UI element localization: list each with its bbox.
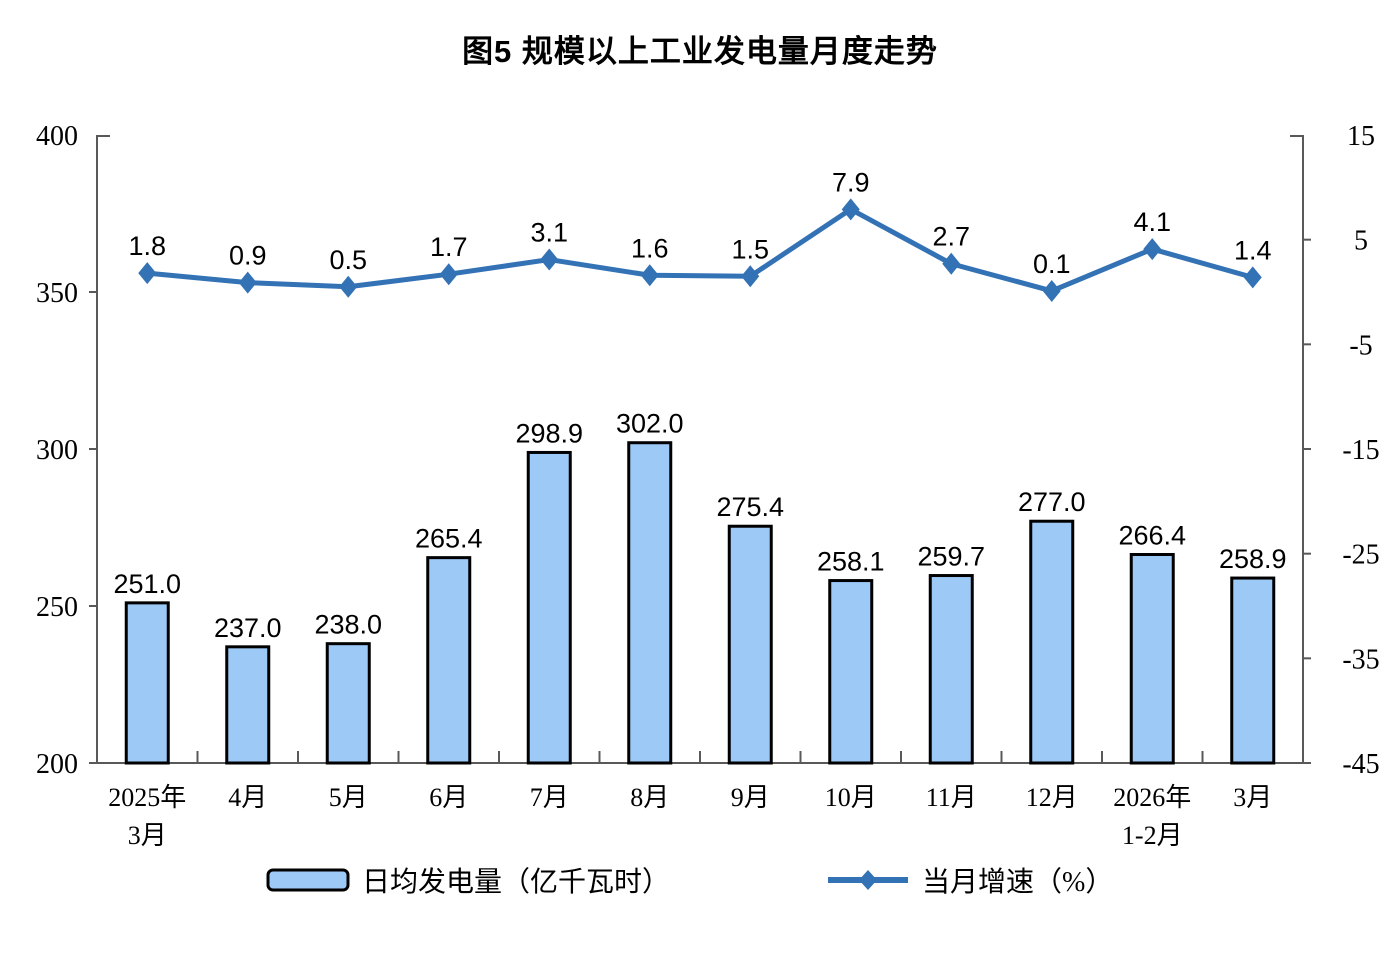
bar-value-label: 258.9	[1219, 544, 1287, 574]
line-series-label: 当月增速（%）	[922, 867, 1114, 898]
line-value-label: 0.9	[229, 241, 267, 271]
bar	[1029, 519, 1075, 765]
y-axis-right-tick-label: -15	[1342, 435, 1379, 466]
line-series: 1.8 0.9 0.5 1.7 3.1 1.6 1.5 7.9 2.7 0.1 4.1 1.4	[128, 167, 1272, 302]
line-marker	[1042, 279, 1061, 302]
line-marker	[841, 198, 860, 221]
bar-value-label: 259.7	[917, 542, 985, 572]
x-axis-category-label: 8月	[630, 783, 669, 812]
bar	[426, 556, 472, 765]
bar	[526, 450, 572, 765]
line-marker	[238, 271, 257, 294]
bar-value-label: 266.4	[1118, 521, 1186, 551]
bar	[1230, 576, 1276, 765]
line-value-label: 1.6	[631, 233, 669, 263]
x-axis-category-label: 3月	[1233, 783, 1272, 812]
y-axis-left-tick-label: 250	[36, 592, 78, 623]
bar-value-label: 238.0	[314, 610, 382, 640]
bar-value-label: 258.1	[817, 547, 885, 577]
bar	[828, 579, 874, 765]
bar	[225, 645, 271, 765]
line-marker	[339, 275, 358, 298]
line-value-label: 0.1	[1033, 249, 1071, 279]
growth-line	[144, 206, 1256, 294]
bar	[928, 574, 974, 765]
line-marker	[942, 252, 961, 275]
chart-title: 图5 规模以上工业发电量月度走势	[462, 34, 938, 69]
x-axis-category-label: 1-2月	[1122, 821, 1183, 850]
x-axis-category-label: 4月	[228, 783, 267, 812]
y-axis-left-tick-label: 350	[36, 278, 78, 309]
bar-value-label: 302.0	[616, 409, 684, 439]
line-value-label: 3.1	[530, 218, 568, 248]
legend-item-bar-series: 日均发电量（亿千瓦时）	[266, 862, 670, 898]
line-marker	[741, 265, 760, 288]
line-value-label: 4.1	[1133, 207, 1171, 237]
line-value-label: 1.8	[128, 231, 166, 261]
y-axis-left-tick-label: 300	[36, 435, 78, 466]
line-value-label: 1.7	[430, 232, 468, 262]
y-axis-right-tick-label: -25	[1342, 540, 1379, 571]
bar	[124, 601, 170, 765]
axes: 200 250 300 350 400 -45 -35 -25 -15 -5 5 15	[36, 121, 1380, 780]
line-value-label: 7.9	[832, 167, 870, 197]
line-value-label: 0.5	[329, 245, 367, 275]
line-marker	[439, 263, 458, 286]
bar-value-label: 298.9	[515, 418, 583, 448]
bar	[325, 642, 371, 765]
y-axis-right-tick-label: 15	[1347, 121, 1375, 152]
bar-value-label: 275.4	[716, 492, 784, 522]
x-axis-category-label: 11月	[926, 783, 977, 812]
bar-series-label: 日均发电量（亿千瓦时）	[362, 867, 671, 898]
x-axis-category-label: 2025年	[108, 783, 186, 812]
x-axis-category-label: 9月	[731, 783, 770, 812]
y-axis-left-tick-label: 200	[36, 749, 78, 780]
bar-series: 251.0 237.0 238.0 265.4 298.9 302.0 275.4 258.1…	[113, 409, 1287, 765]
x-axis-category-label: 6月	[429, 783, 468, 812]
y-axis-right-tick-label: -45	[1342, 749, 1379, 780]
line-value-label: 1.4	[1234, 235, 1272, 265]
x-axis-labels: 2025年 3月 4月 5月 6月 7月 8月 9月 10月 11月 12月 2026年 1-2月 3月	[108, 783, 1272, 850]
x-axis-category-label: 3月	[128, 821, 167, 850]
bar-value-label: 277.0	[1018, 487, 1086, 517]
bar	[627, 441, 673, 765]
y-axis-left-tick-label: 400	[36, 121, 78, 152]
bar-series-swatch-icon	[266, 868, 350, 892]
line-marker	[640, 264, 659, 287]
x-axis-category-label: 2026年	[1113, 783, 1191, 812]
line-marker	[540, 248, 559, 271]
y-axis-right-tick-label: -35	[1342, 644, 1379, 675]
bar-value-label: 237.0	[214, 613, 282, 643]
line-series-swatch-icon	[828, 870, 908, 890]
bar-value-label: 265.4	[415, 524, 483, 554]
x-axis-category-label: 5月	[329, 783, 368, 812]
line-value-label: 1.5	[731, 234, 769, 264]
y-axis-right-tick-label: 5	[1354, 226, 1368, 257]
x-axis-category-label: 7月	[530, 783, 569, 812]
bar-value-label: 251.0	[113, 569, 181, 599]
y-axis-right-tick-label: -5	[1349, 330, 1372, 361]
x-axis-category-label: 10月	[825, 783, 877, 812]
line-marker	[1143, 238, 1162, 261]
x-axis-category-label: 12月	[1026, 783, 1078, 812]
line-marker	[1243, 266, 1262, 289]
line-value-label: 2.7	[932, 222, 970, 252]
legend-item-line-series: 当月增速（%）	[826, 862, 1113, 898]
bar	[727, 524, 773, 765]
bar	[1129, 553, 1175, 765]
line-marker	[138, 262, 157, 285]
